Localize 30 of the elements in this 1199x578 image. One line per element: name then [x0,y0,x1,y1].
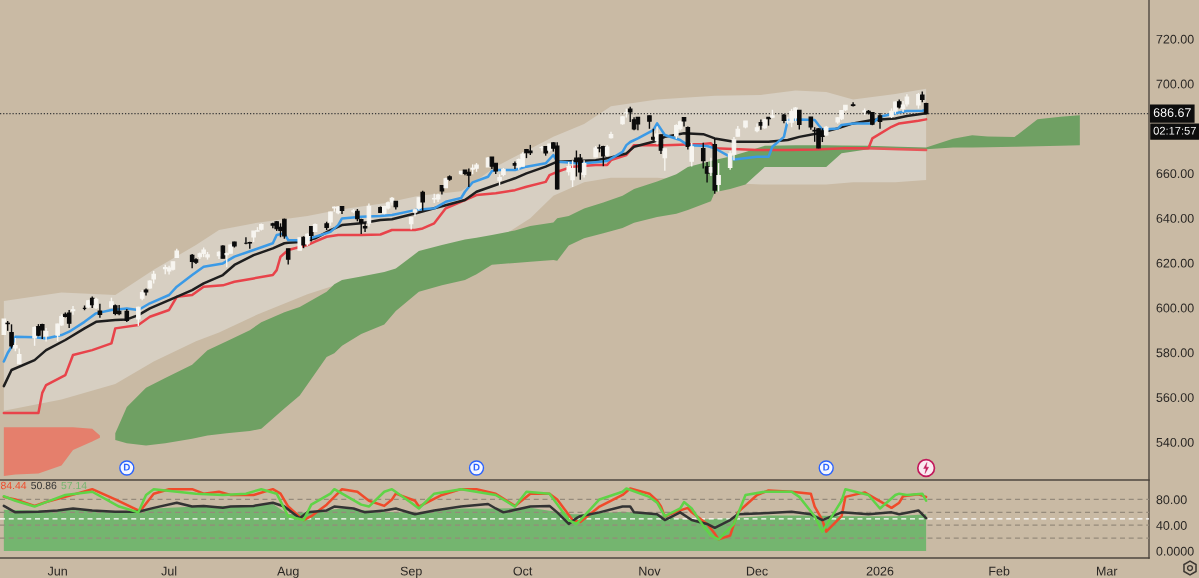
x-tick-label: Nov [639,566,661,576]
x-tick-label: Feb [989,566,1010,576]
series-label: 57.14 [61,481,87,490]
text: 02:17:57 [1153,126,1196,135]
x-tick-label: Sep [400,566,422,578]
ref-line-label: 686.67 [1153,108,1191,117]
x-tick-label: Dec [746,566,768,576]
y-tick-label: 660.00 [1156,169,1194,179]
annotation: D [123,463,130,471]
y-tick-label: 620.00 [1156,258,1194,268]
y-tick-label: 40.00 [1156,521,1187,530]
annotation: D [473,463,480,471]
series-label: 84.44 [0,481,27,490]
x-tick-label: Jun [47,566,67,576]
y-tick-label: 640.00 [1156,213,1194,223]
y-tick-label: 80.00 [1156,495,1187,505]
y-tick-label: 600.00 [1156,303,1194,313]
x-tick-label: Oct [513,566,533,576]
y-tick-label: 700.00 [1156,79,1194,89]
x-tick-label: Aug [277,566,299,578]
y-tick-label: 580.00 [1156,348,1194,358]
x-tick-label: Jul [161,566,177,576]
text: 50.86 [31,481,57,490]
annotation: D [823,463,830,471]
x-tick-label: 2026 [866,566,894,576]
y-tick-label: 540.00 [1156,437,1194,447]
y-tick-label: 720.00 [1156,34,1194,44]
y-tick-label: 560.00 [1156,393,1194,402]
x-tick-label: Mar [1096,566,1118,576]
y-tick-label: 0.0000 [1156,546,1194,556]
